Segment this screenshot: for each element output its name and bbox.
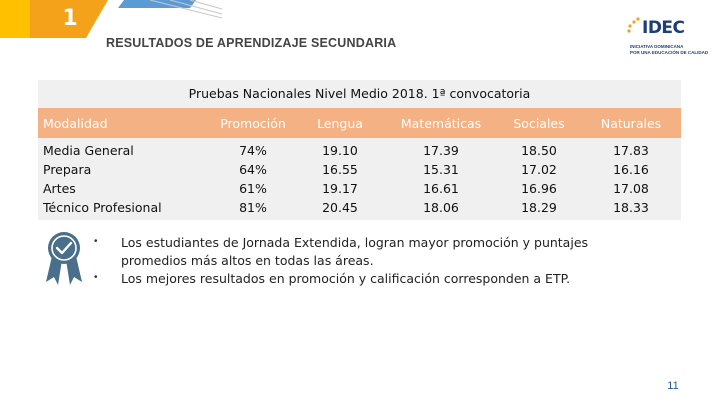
- table-title: Pruebas Nacionales Nivel Medio 2018. 1ª …: [188, 86, 531, 101]
- header-matematicas: Matemáticas: [400, 116, 482, 131]
- logo-subtitle-2: POR UNA EDUCACIÓN DE CALIDAD: [630, 50, 709, 55]
- section-number: 1: [62, 6, 78, 31]
- row-3-matematicas: 16.61: [423, 181, 459, 196]
- page-number: 11: [667, 380, 679, 392]
- row-4-matematicas: 18.06: [423, 200, 459, 215]
- table-header-bar: [38, 108, 681, 138]
- row-3-modalidad: Artes: [43, 181, 76, 196]
- bullet-2-marker: •: [94, 272, 98, 283]
- note-1-line-2: promedios más altos en todas las áreas.: [121, 253, 374, 268]
- page-title: RESULTADOS DE APRENDIZAJE SECUNDARIA: [106, 36, 397, 50]
- logo-name: IDEC: [642, 18, 685, 38]
- row-3-promocion: 61%: [239, 181, 267, 196]
- row-4-lengua: 20.45: [322, 200, 358, 215]
- row-3-naturales: 17.08: [613, 181, 649, 196]
- row-4-modalidad: Técnico Profesional: [43, 200, 162, 215]
- row-1-sociales: 18.50: [521, 143, 557, 158]
- header-promocion: Promoción: [220, 116, 286, 131]
- row-1-promocion: 74%: [239, 143, 267, 158]
- corner-decoration: [0, 0, 223, 38]
- award-badge-icon: [46, 232, 82, 285]
- header-naturales: Naturales: [600, 116, 662, 131]
- row-2-naturales: 16.16: [613, 162, 649, 177]
- row-4-naturales: 18.33: [613, 200, 649, 215]
- note-1-line-1: Los estudiantes de Jornada Extendida, lo…: [121, 235, 589, 250]
- bullet-1-marker: •: [94, 236, 98, 247]
- idec-logo-icon: [627, 17, 640, 33]
- note-2-line-1: Los mejores resultados en promoción y ca…: [121, 271, 571, 286]
- row-4-sociales: 18.29: [521, 200, 557, 215]
- logo-subtitle-1: INICIATIVA DOMINICANA: [630, 44, 684, 49]
- row-1-naturales: 17.83: [613, 143, 649, 158]
- row-2-modalidad: Prepara: [43, 162, 92, 177]
- row-2-matematicas: 15.31: [423, 162, 459, 177]
- header-modalidad: Modalidad: [43, 116, 108, 131]
- row-3-lengua: 19.17: [322, 181, 358, 196]
- table-panel: [38, 80, 681, 220]
- row-4-promocion: 81%: [239, 200, 267, 215]
- row-1-modalidad: Media General: [43, 143, 134, 158]
- row-1-lengua: 19.10: [322, 143, 358, 158]
- header-lengua: Lengua: [317, 116, 363, 131]
- row-2-promocion: 64%: [239, 162, 267, 177]
- row-3-sociales: 16.96: [521, 181, 557, 196]
- row-2-lengua: 16.55: [322, 162, 358, 177]
- header-sociales: Sociales: [513, 116, 565, 131]
- row-2-sociales: 17.02: [521, 162, 557, 177]
- row-1-matematicas: 17.39: [423, 143, 459, 158]
